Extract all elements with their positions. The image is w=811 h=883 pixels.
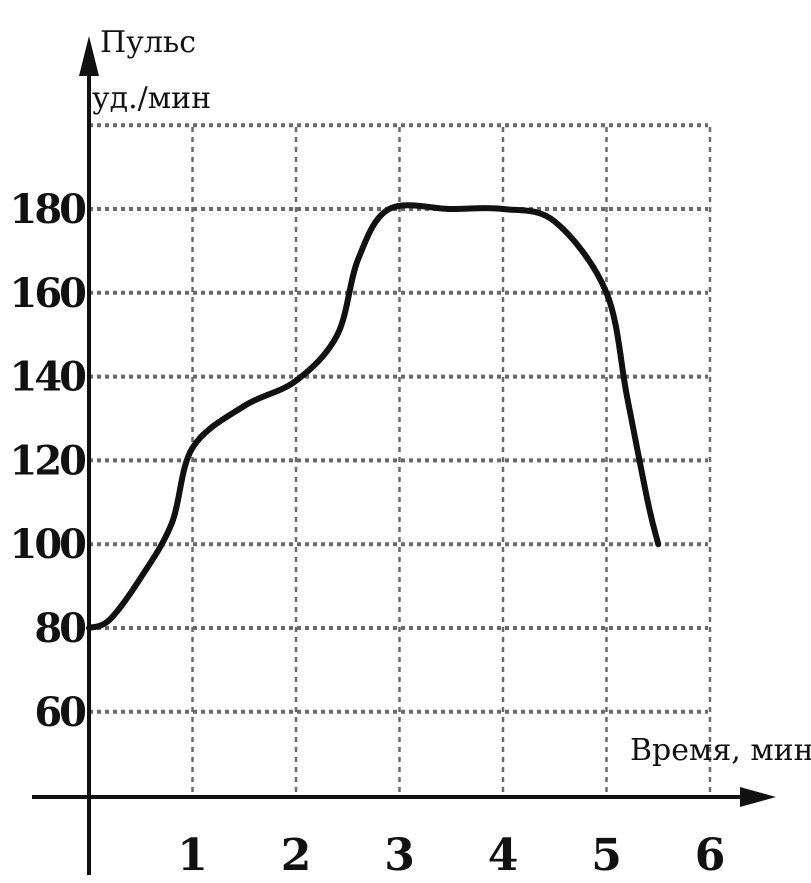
x-axis-label: Время, мин [630, 733, 811, 768]
axes [32, 36, 776, 875]
x-tick-label-3: 3 [384, 830, 415, 881]
x-axis-arrow [740, 787, 776, 807]
y-tick-label-80: 80 [34, 605, 85, 652]
x-tick-label-2: 2 [281, 830, 312, 881]
x-tick-label-1: 1 [177, 830, 208, 881]
y-tick-label-180: 180 [10, 186, 86, 233]
y-tick-label-100: 100 [10, 521, 86, 568]
y-tick-label-120: 120 [10, 437, 86, 484]
x-tick-label-4: 4 [488, 830, 519, 881]
x-tick-label-5: 5 [591, 830, 622, 881]
y-tick-label-140: 140 [10, 354, 86, 401]
y-tick-label-160: 160 [10, 270, 86, 317]
pulse-series-line [86, 202, 662, 631]
y-axis-arrow [79, 36, 99, 76]
tick-labels: 1 2 3 4 5 6 60 80 100 120 140 160 180 [10, 186, 726, 881]
y-axis-label-line1: Пульс [100, 25, 196, 60]
y-axis-label-line2: уд./мин [92, 81, 211, 116]
x-tick-label-6: 6 [695, 830, 726, 881]
grid [89, 123, 712, 797]
y-tick-label-60: 60 [34, 689, 85, 736]
